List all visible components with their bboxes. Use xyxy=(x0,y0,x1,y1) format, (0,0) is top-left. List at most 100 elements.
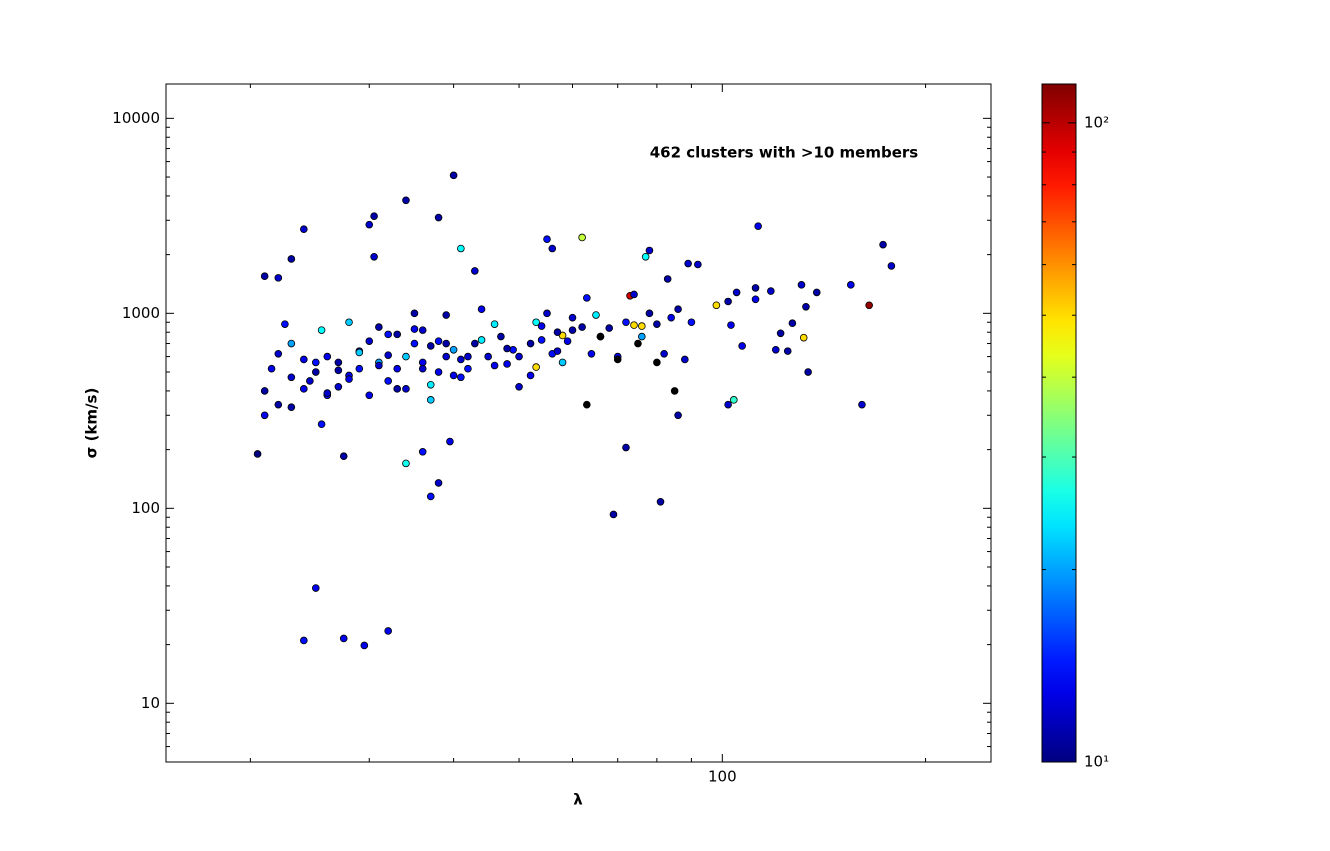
point xyxy=(370,212,378,220)
point xyxy=(300,636,308,645)
point xyxy=(583,294,591,302)
point xyxy=(812,288,821,297)
point xyxy=(583,400,591,409)
point xyxy=(345,318,353,327)
y-tick-label: 100 xyxy=(131,499,160,517)
point xyxy=(783,347,792,355)
point xyxy=(515,352,523,361)
point xyxy=(477,305,486,313)
point xyxy=(645,246,654,255)
point xyxy=(515,382,523,391)
point xyxy=(334,366,343,375)
point xyxy=(858,400,866,409)
point xyxy=(355,364,364,373)
colorbar-tick-label: 10¹ xyxy=(1084,753,1109,771)
point xyxy=(274,350,283,358)
point xyxy=(802,303,810,311)
point xyxy=(887,262,896,270)
point xyxy=(537,336,546,344)
point xyxy=(484,352,492,361)
point xyxy=(751,284,760,292)
point xyxy=(418,364,427,373)
point xyxy=(442,311,450,319)
point xyxy=(641,252,650,261)
point xyxy=(638,332,646,341)
point xyxy=(418,326,427,334)
point xyxy=(393,385,402,393)
point xyxy=(532,363,540,371)
point xyxy=(653,358,661,367)
point xyxy=(449,371,458,380)
point xyxy=(464,352,472,361)
point xyxy=(804,368,812,376)
point xyxy=(503,360,511,368)
point xyxy=(393,330,402,339)
point xyxy=(434,368,443,376)
point xyxy=(653,320,661,328)
point xyxy=(434,213,443,222)
point xyxy=(449,171,458,180)
point xyxy=(410,339,419,348)
point xyxy=(370,252,378,261)
point xyxy=(418,447,427,456)
point xyxy=(660,350,668,358)
point xyxy=(738,342,746,350)
point xyxy=(543,235,551,243)
plot-frame xyxy=(165,83,992,763)
point xyxy=(300,355,308,364)
point xyxy=(497,332,505,341)
point xyxy=(457,373,465,382)
point xyxy=(410,309,419,318)
point xyxy=(638,322,646,330)
point xyxy=(754,222,762,230)
point xyxy=(553,328,562,337)
point xyxy=(287,339,296,348)
point xyxy=(526,339,535,348)
point xyxy=(426,396,435,404)
point xyxy=(622,443,630,452)
point xyxy=(663,275,672,283)
point xyxy=(568,326,577,334)
point xyxy=(879,240,887,249)
point xyxy=(477,336,486,344)
point xyxy=(684,259,692,268)
point xyxy=(730,396,738,404)
point xyxy=(799,333,808,342)
point xyxy=(532,318,540,327)
point xyxy=(260,411,269,420)
point xyxy=(553,347,562,355)
point xyxy=(384,377,392,385)
point xyxy=(727,321,735,329)
point xyxy=(537,322,546,330)
point xyxy=(434,337,443,345)
point xyxy=(311,368,320,376)
point xyxy=(365,220,374,229)
point xyxy=(694,260,702,269)
point xyxy=(442,339,450,348)
point xyxy=(732,288,741,297)
point xyxy=(426,492,435,501)
point xyxy=(751,295,760,304)
point xyxy=(674,305,682,313)
point xyxy=(724,297,732,306)
point xyxy=(712,301,721,310)
point xyxy=(384,351,392,359)
y-axis-label: σ (km/s) xyxy=(83,388,101,459)
point xyxy=(402,385,410,393)
point xyxy=(375,361,383,370)
point xyxy=(300,225,308,234)
point xyxy=(267,364,276,373)
point xyxy=(393,364,402,373)
point xyxy=(300,385,308,393)
point xyxy=(771,346,780,354)
point xyxy=(360,641,369,650)
y-tick-label: 10000 xyxy=(112,109,160,127)
point xyxy=(509,346,517,354)
point xyxy=(457,244,465,253)
point xyxy=(490,361,499,370)
point xyxy=(365,391,374,400)
point xyxy=(323,352,332,361)
point xyxy=(375,323,383,331)
point xyxy=(613,355,622,364)
